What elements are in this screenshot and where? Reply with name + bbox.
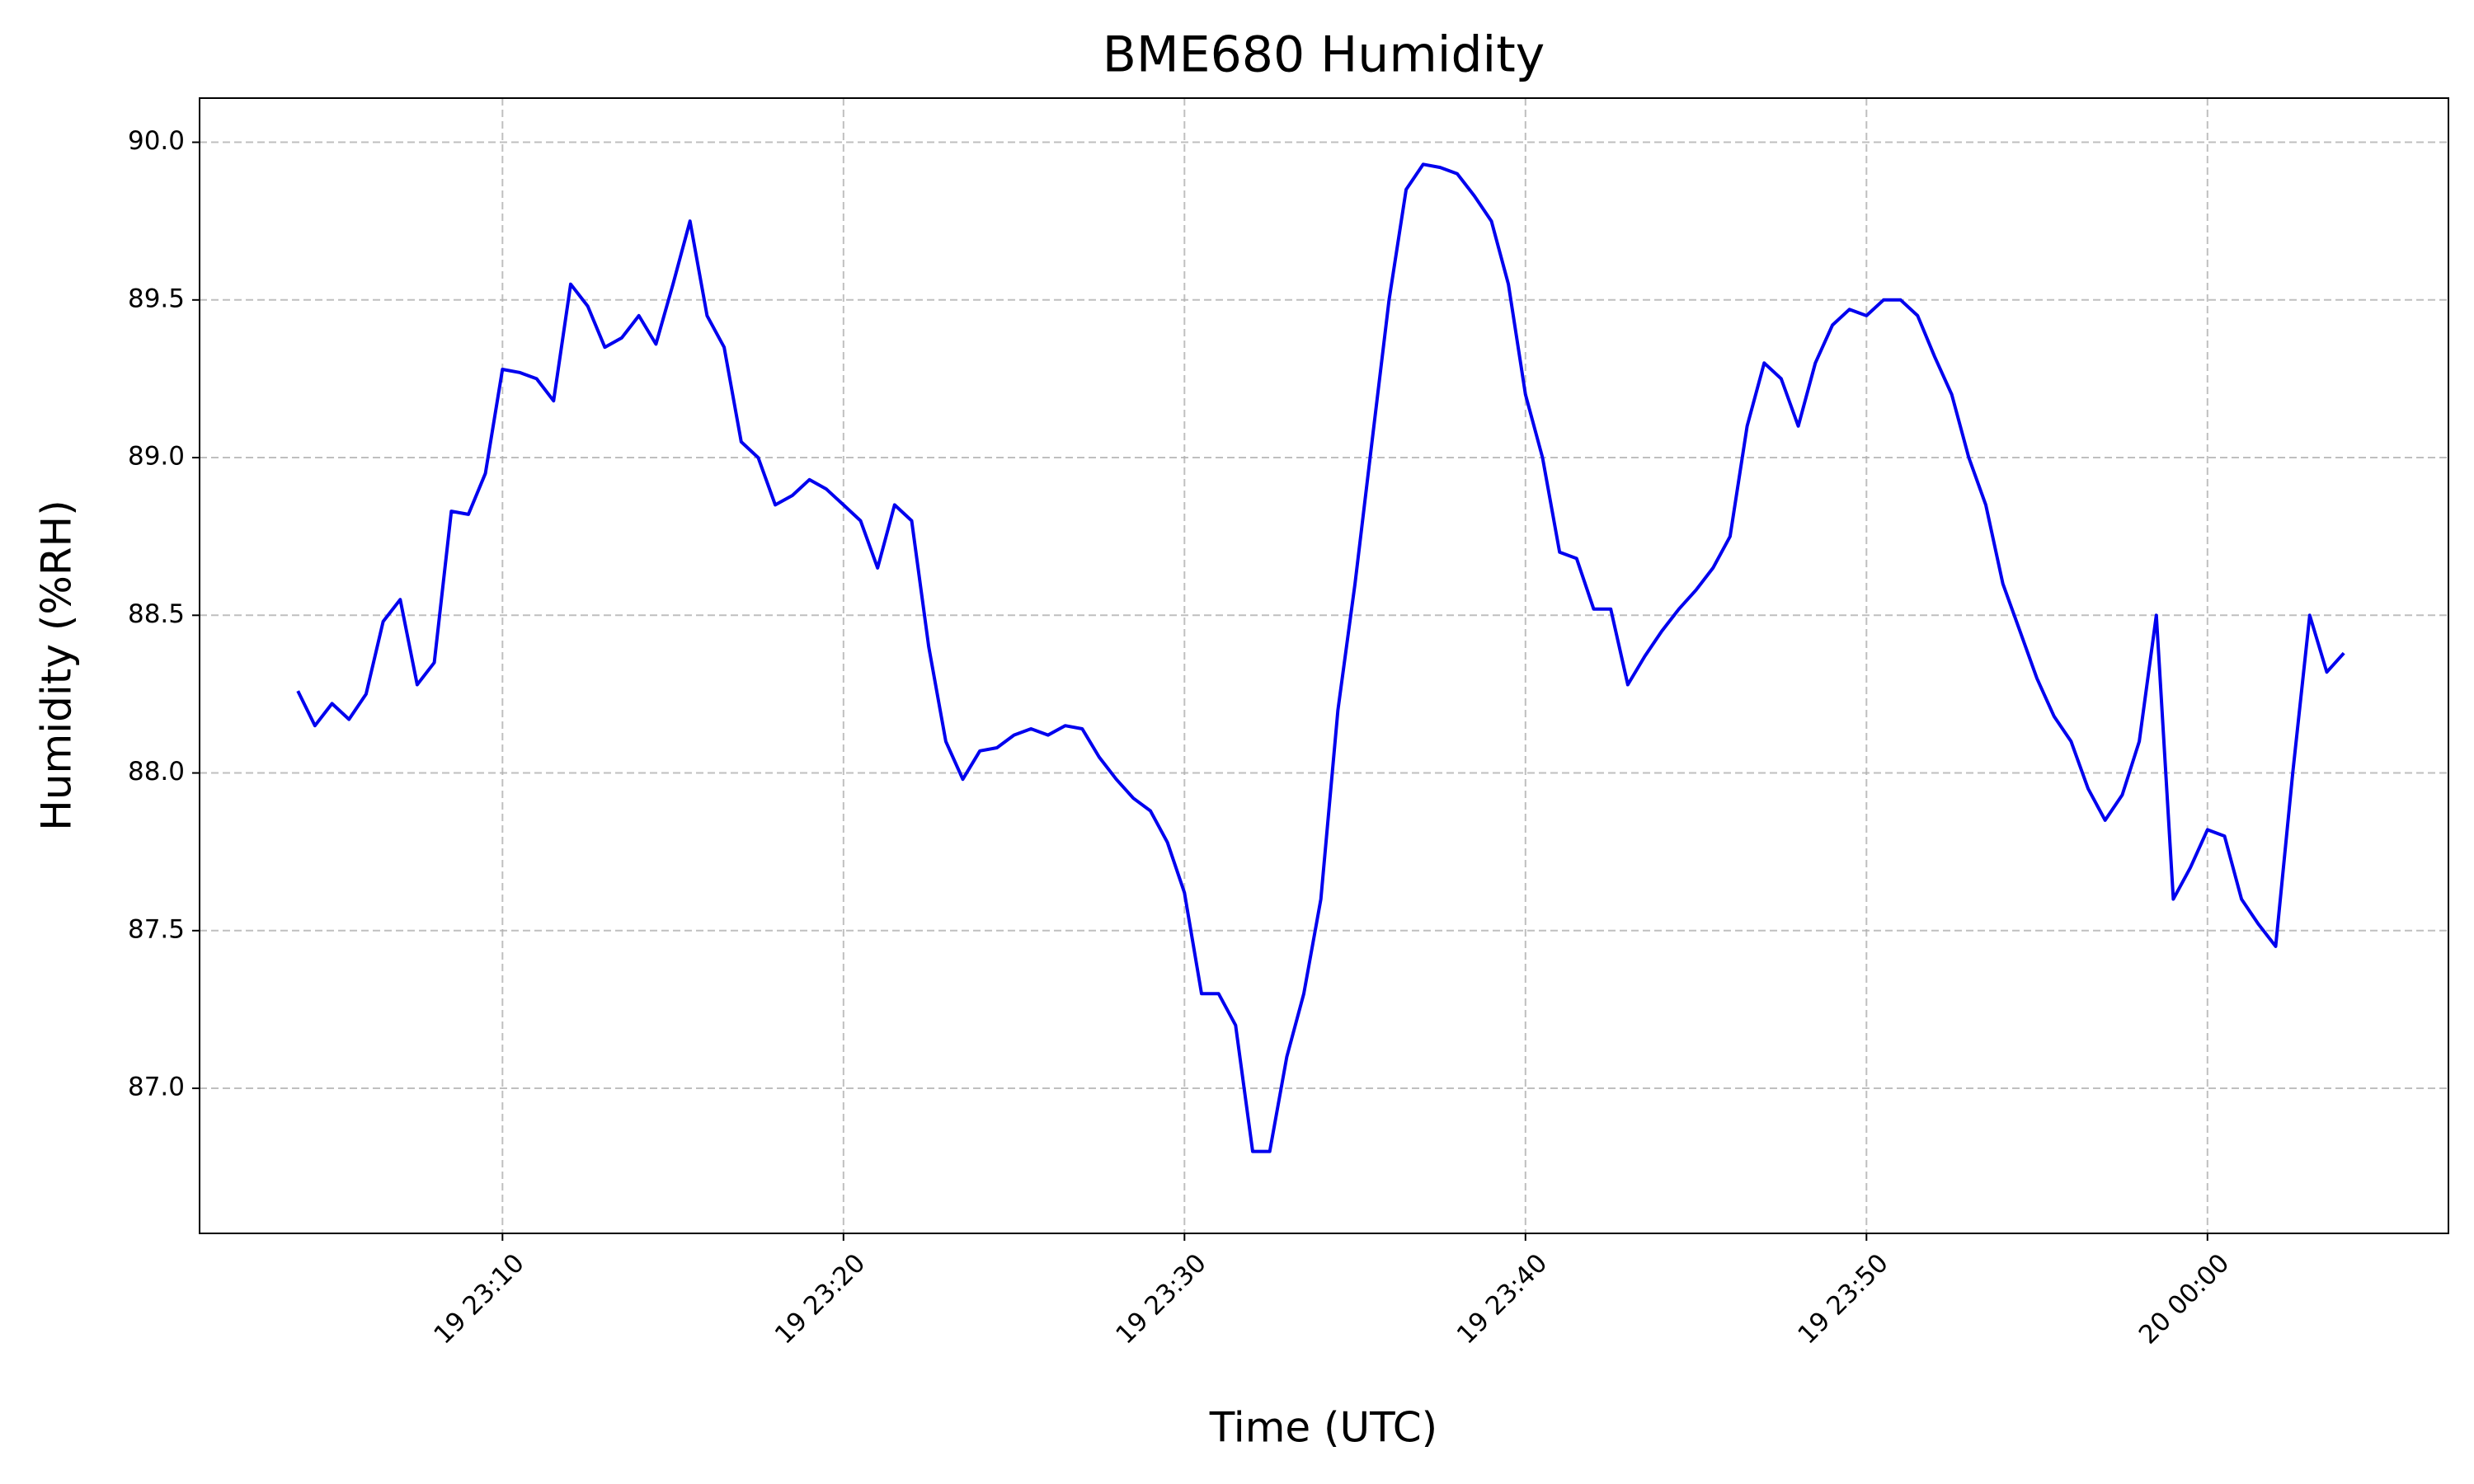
y-tick-label: 89.5 [128,284,185,313]
humidity-line [296,162,2345,1153]
y-tick-label: 87.5 [128,914,185,944]
x-tick-label: 19 23:40 [1451,1248,1553,1350]
chart-title: BME680 Humidity [1103,26,1545,84]
x-tick-label: 19 23:10 [428,1248,529,1350]
y-tick-label: 90.0 [128,126,185,156]
y-tick-label: 89.0 [128,442,185,472]
x-tick-label: 19 23:30 [1110,1248,1211,1350]
y-tick-label: 88.5 [128,599,185,629]
y-tick-label: 88.0 [128,757,185,787]
y-tick-label: 87.0 [128,1073,185,1102]
x-tick-label: 20 00:00 [2133,1248,2235,1350]
x-tick-label: 19 23:20 [769,1248,871,1350]
y-axis-label: Humidity (%RH) [33,500,81,830]
x-tick-label: 19 23:50 [1792,1248,1893,1350]
x-axis-label: Time (UTC) [1209,1404,1437,1452]
plot-frame [199,97,2449,1234]
